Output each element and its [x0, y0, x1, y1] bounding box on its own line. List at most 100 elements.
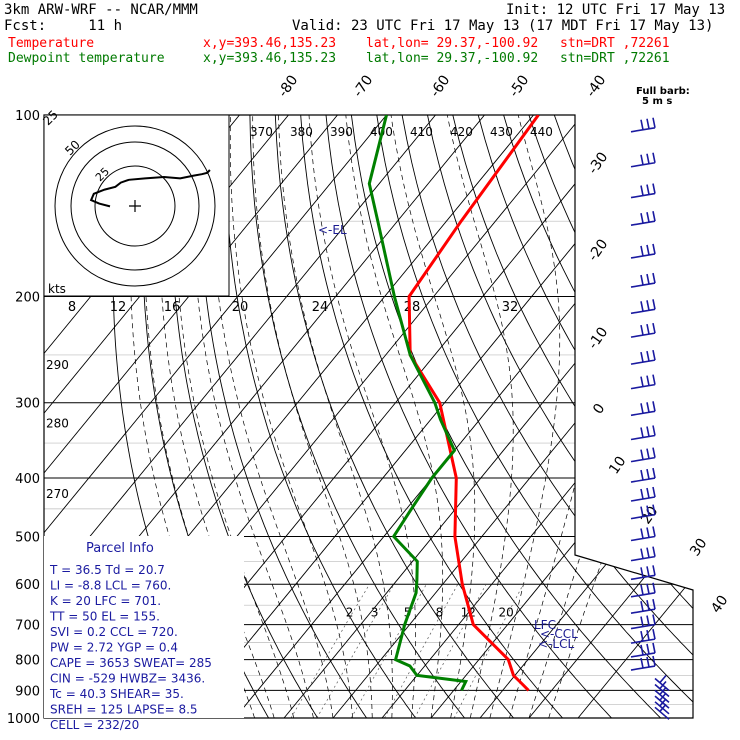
theta-e-label-420: 420: [450, 125, 473, 139]
pressure-label-1000: 1000: [7, 712, 40, 727]
isotherm--100: [44, 115, 338, 718]
wind-barb: [630, 546, 656, 562]
barb-key-label: Full barb:: [636, 86, 690, 97]
wind-barb: [630, 183, 656, 199]
theta-e-label-440: 440: [530, 125, 553, 139]
isotherm-label--40: -40: [583, 72, 609, 100]
speed-tick-24: 24: [312, 300, 329, 315]
wind-barb: [630, 655, 656, 671]
wind-barb: [630, 425, 656, 441]
dry-adiabat-300: [249, 115, 465, 718]
wind-barb: [654, 681, 670, 698]
isotherm--10: [283, 115, 693, 718]
lfc-marker: LFC: [534, 618, 556, 632]
ccl-marker: <-CCL: [540, 627, 578, 641]
parcel-info-row: SVI = 0.2 CCL = 720.: [50, 625, 178, 639]
moist-adiabat-36: [509, 115, 618, 718]
dewpoint-latlon: lat,lon= 29.37,-100.92: [366, 51, 539, 66]
wind-barb: [654, 686, 670, 704]
pressure-label-800: 800: [15, 654, 40, 669]
wind-barb: [654, 703, 670, 720]
pressure-label-900: 900: [15, 684, 40, 699]
pressure-label-100: 100: [15, 109, 40, 124]
parcel-info-row: PW = 2.72 YGP = 0.4: [50, 641, 178, 655]
isotherm-label--50: -50: [506, 72, 532, 100]
moist-adiabat-32: [489, 115, 561, 718]
dry-adiabat-280: [197, 115, 367, 718]
wind-barb: [630, 447, 656, 463]
pressure-label-400: 400: [15, 472, 40, 487]
temperature-legend: Temperature: [8, 36, 95, 51]
hodograph-trace: [89, 169, 211, 208]
mixing-ratio-label-2: 2: [346, 606, 354, 620]
wind-barb: [630, 117, 656, 133]
isotherm--20: [234, 115, 693, 718]
theta-e-label-390: 390: [330, 125, 353, 139]
wind-barb: [630, 504, 656, 520]
dry-adiabat-440: [604, 115, 693, 718]
dry-adiabat-390: [477, 115, 693, 718]
speed-tick-28: 28: [404, 300, 421, 315]
wind-barb: [630, 599, 656, 614]
parcel-info-row: TT = 50 EL = 155.: [49, 610, 160, 624]
dry-adiabat-label-290: 290: [46, 358, 69, 372]
dewpoint-xy: x,y=393.46,135.23: [203, 51, 337, 66]
moist-adiabat--4: [191, 115, 314, 718]
pressure-label-600: 600: [15, 578, 40, 593]
wind-barb: [630, 628, 656, 644]
wind-barb: [630, 374, 656, 390]
isotherm--30: [185, 115, 681, 718]
wind-barb: [630, 565, 656, 581]
isotherm-label--30: -30: [585, 149, 611, 177]
moist-adiabat-28: [446, 115, 514, 718]
pressure-label-300: 300: [15, 397, 40, 412]
mixing-ratio-20: [453, 584, 524, 718]
speed-tick-20: 20: [232, 300, 249, 315]
el-marker: <-EL: [318, 223, 347, 237]
isotherm-label--20: -20: [585, 236, 611, 264]
dry-adiabat-420: [553, 115, 693, 718]
speed-tick-12: 12: [110, 300, 127, 315]
parcel-info-row: CIN = -529 HWBZ= 3436.: [50, 672, 205, 686]
lcl-marker: <-LCL: [538, 637, 574, 651]
model-title: 3km ARW-WRF -- NCAR/MMM: [4, 2, 198, 18]
isotherm-label--10: -10: [585, 324, 611, 352]
moist-adiabat-20: [345, 115, 444, 718]
init-time: Init: 12 UTC Fri 17 May 13: [506, 2, 726, 18]
pressure-label-700: 700: [15, 619, 40, 634]
temperature-xy: x,y=393.46,135.23: [203, 36, 337, 51]
pressure-label-200: 200: [15, 291, 40, 306]
parcel-info-row: Tc = 40.3 SHEAR= 35.: [49, 687, 184, 701]
wind-barb: [630, 152, 656, 168]
wind-barb: [654, 692, 670, 709]
parcel-info-row: CAPE = 3653 SWEAT= 285: [50, 656, 212, 670]
isotherm--90: [44, 115, 387, 718]
isotherm-label--60: -60: [427, 72, 453, 100]
wind-barb: [630, 322, 656, 338]
speed-tick-8: 8: [68, 300, 76, 315]
wind-barb: [654, 674, 670, 692]
theta-e-label-370: 370: [250, 125, 273, 139]
isotherm-label-10: 10: [606, 454, 629, 478]
wind-barb: [630, 642, 656, 658]
wind-barb: [630, 211, 656, 226]
dry-adiabat-380: [452, 115, 693, 718]
dry-adiabat-290: [223, 115, 416, 718]
wind-barb: [630, 243, 656, 259]
wind-barb: [630, 614, 656, 630]
isotherm-label--80: -80: [275, 72, 301, 100]
mixing-ratio-2: [290, 584, 370, 718]
isotherm-40: [528, 115, 693, 718]
isotherm-label-30: 30: [687, 536, 710, 560]
mixing-ratio-3: [316, 584, 395, 718]
parcel-info-panel: [44, 536, 244, 718]
isotherm-50: [577, 115, 693, 718]
mixing-ratio-label-20: 20: [499, 606, 514, 620]
temperature-latlon: lat,lon= 29.37,-100.92: [366, 36, 539, 51]
dewpoint-line: [367, 115, 469, 692]
pressure-label-500: 500: [15, 530, 40, 545]
moist-adiabat-12: [278, 115, 393, 718]
temperature-line: [407, 115, 540, 692]
barb-key-unit: 5 m s: [642, 96, 672, 107]
